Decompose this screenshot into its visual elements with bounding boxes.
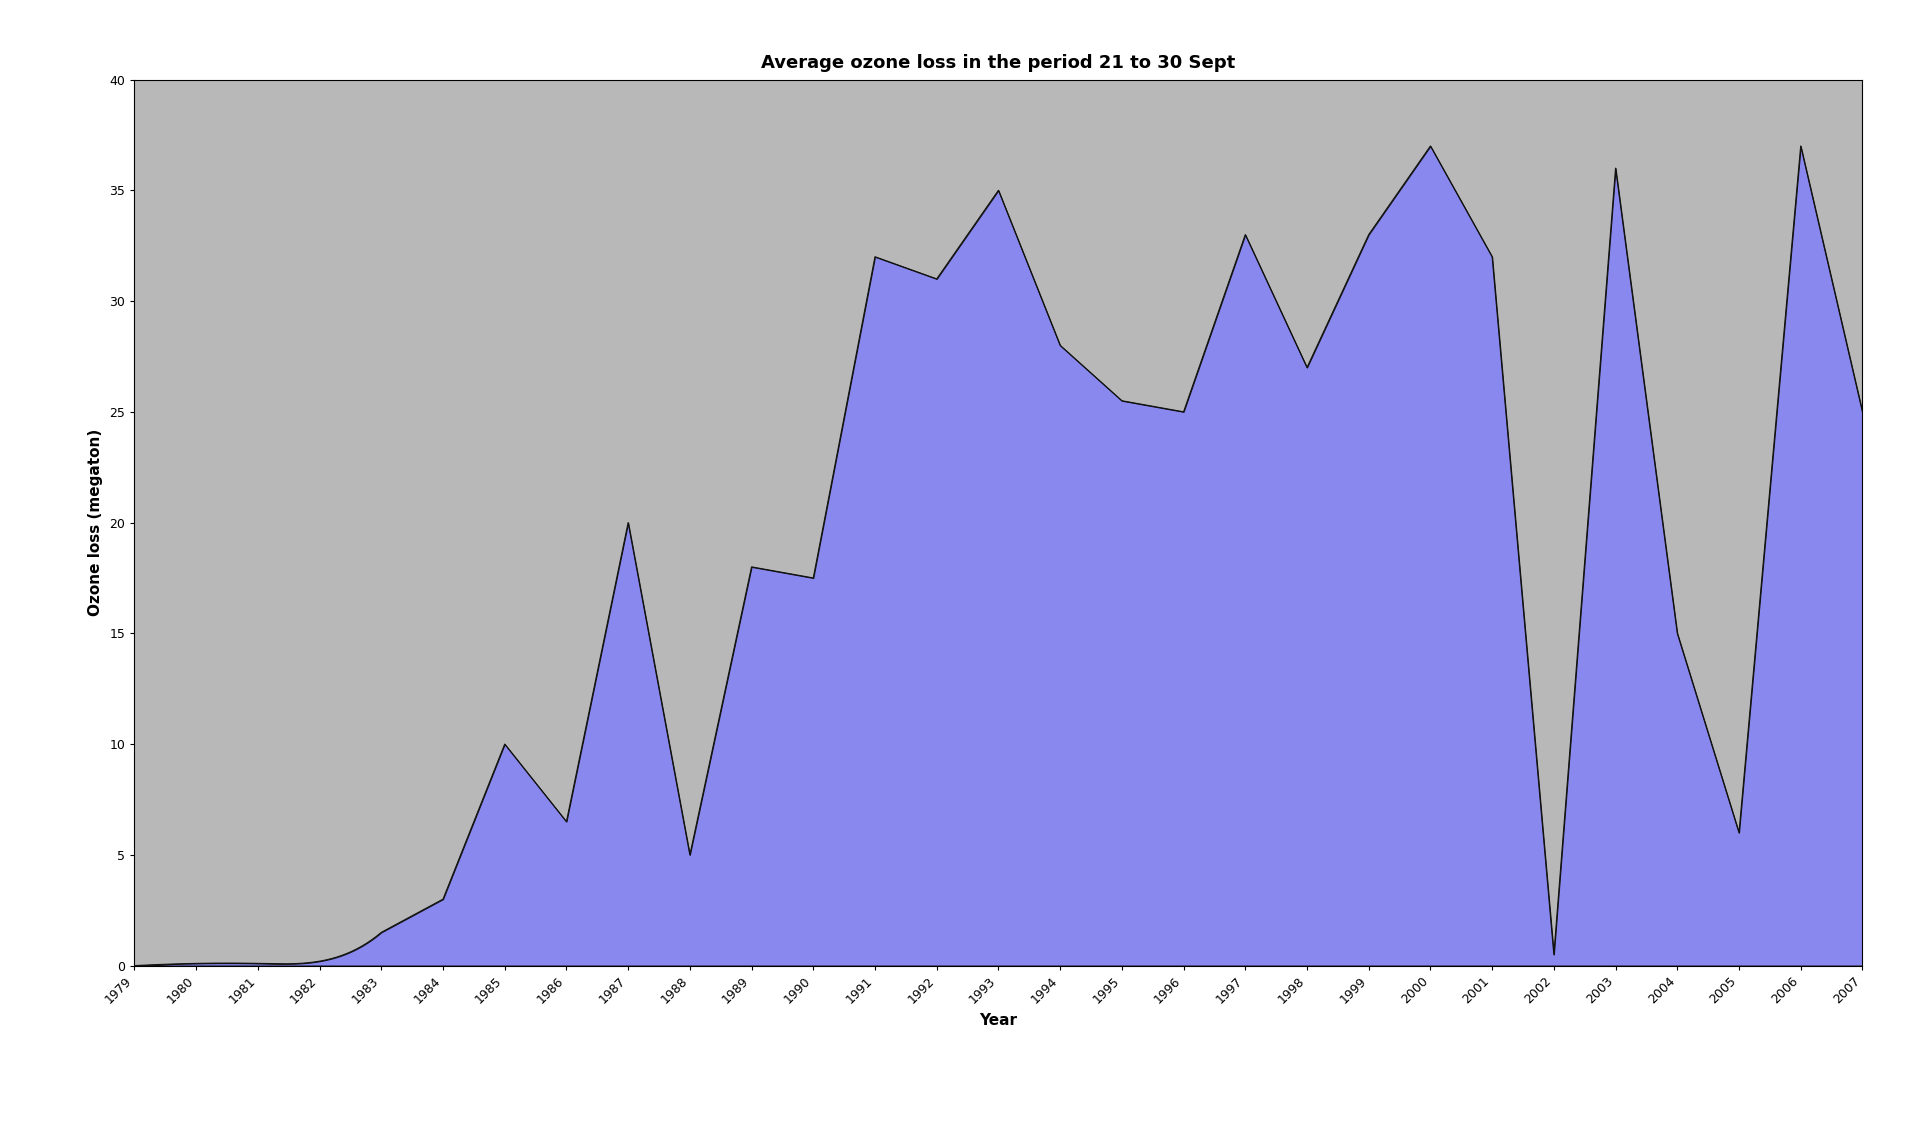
- X-axis label: Year: Year: [979, 1013, 1018, 1028]
- Y-axis label: Ozone loss (megaton): Ozone loss (megaton): [88, 429, 102, 616]
- Title: Average ozone loss in the period 21 to 30 Sept: Average ozone loss in the period 21 to 3…: [760, 55, 1236, 73]
